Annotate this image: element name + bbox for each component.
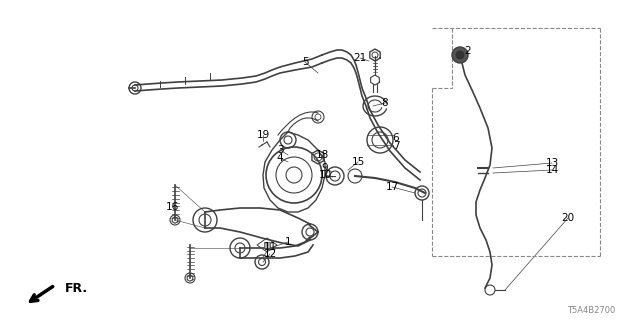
Text: 13: 13 bbox=[545, 158, 559, 168]
Text: 3: 3 bbox=[276, 145, 284, 155]
Text: 1: 1 bbox=[285, 237, 291, 247]
Text: 4: 4 bbox=[276, 153, 284, 163]
Text: FR.: FR. bbox=[65, 282, 88, 294]
Text: 21: 21 bbox=[353, 53, 367, 63]
Text: 16: 16 bbox=[165, 202, 179, 212]
Text: 7: 7 bbox=[393, 141, 399, 151]
Text: 12: 12 bbox=[264, 249, 276, 259]
Text: 18: 18 bbox=[316, 150, 328, 160]
Text: 6: 6 bbox=[393, 133, 399, 143]
Text: 20: 20 bbox=[561, 213, 575, 223]
Circle shape bbox=[452, 47, 468, 63]
Text: 8: 8 bbox=[381, 98, 388, 108]
Text: 11: 11 bbox=[264, 242, 276, 252]
Text: 17: 17 bbox=[385, 182, 399, 192]
Circle shape bbox=[456, 51, 464, 59]
Text: 14: 14 bbox=[545, 165, 559, 175]
Text: 2: 2 bbox=[465, 46, 471, 56]
Text: 5: 5 bbox=[301, 57, 308, 67]
Text: 10: 10 bbox=[319, 170, 332, 180]
Text: 19: 19 bbox=[257, 130, 269, 140]
Text: 9: 9 bbox=[322, 163, 328, 173]
Text: T5A4B2700: T5A4B2700 bbox=[567, 306, 615, 315]
FancyBboxPatch shape bbox=[264, 242, 270, 248]
Text: 15: 15 bbox=[351, 157, 365, 167]
